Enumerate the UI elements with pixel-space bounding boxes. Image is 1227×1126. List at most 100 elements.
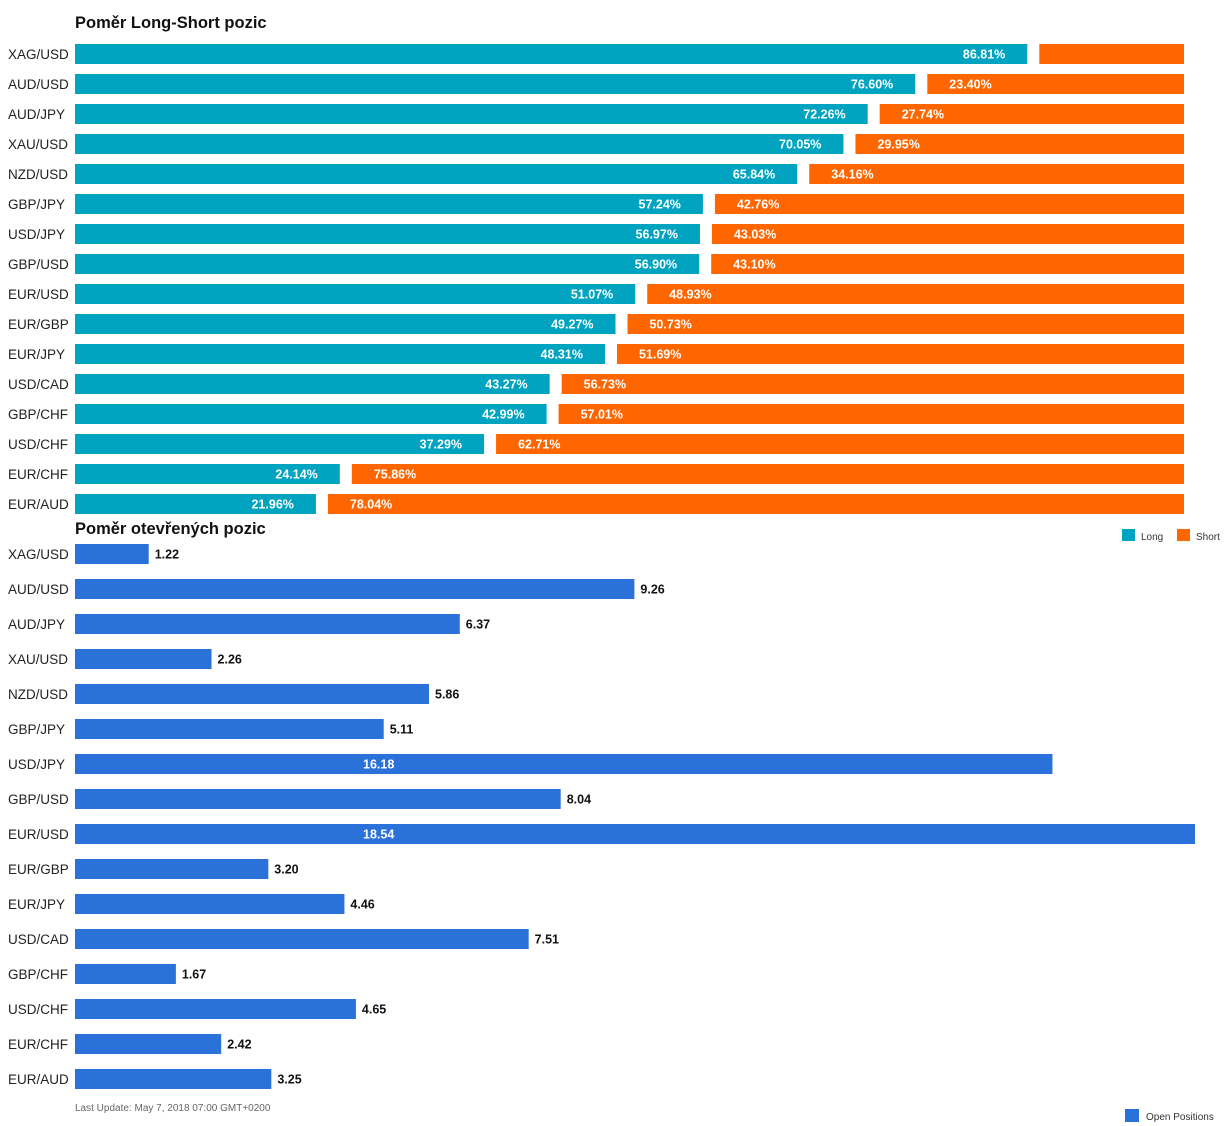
long-bar-aud-usd [75, 74, 916, 94]
long-value-label-eur-aud: 21.96% [251, 498, 293, 512]
ls-category-label-xag-usd: XAG/USD [8, 47, 69, 62]
short-bar-usd-chf [496, 434, 1184, 454]
short-bar-eur-usd [647, 284, 1184, 304]
op-category-label-gbp-chf: GBP/CHF [8, 967, 68, 982]
long-bar-nzd-usd [75, 164, 798, 184]
ls-category-label-eur-aud: EUR/AUD [8, 497, 69, 512]
ls-category-label-eur-usd: EUR/USD [8, 287, 69, 302]
short-value-label-eur-jpy: 51.69% [639, 348, 681, 362]
open-positions-value-label-eur-aud: 3.25 [277, 1073, 301, 1087]
long-value-label-eur-chf: 24.14% [275, 468, 317, 482]
ls-category-label-nzd-usd: NZD/USD [8, 167, 68, 182]
long-bar-eur-gbp [75, 314, 616, 334]
ls-category-label-usd-cad: USD/CAD [8, 377, 69, 392]
ls-category-label-gbp-chf: GBP/CHF [8, 407, 68, 422]
long-bar-xau-usd [75, 134, 844, 154]
legend-long-swatch [1122, 529, 1135, 541]
long-bar-eur-jpy [75, 344, 605, 364]
short-value-label-aud-usd: 23.40% [949, 78, 991, 92]
short-value-label-gbp-usd: 43.10% [733, 258, 775, 272]
long-value-label-usd-cad: 43.27% [485, 378, 527, 392]
open-positions-value-label-gbp-chf: 1.67 [182, 968, 206, 982]
ls-category-label-gbp-usd: GBP/USD [8, 257, 69, 272]
legend-short-label: Short [1196, 532, 1220, 543]
ls-category-label-eur-gbp: EUR/GBP [8, 317, 69, 332]
open-positions-value-label-aud-usd: 9.26 [640, 583, 664, 597]
open-positions-value-label-usd-jpy: 16.18 [363, 758, 394, 772]
ls-category-label-usd-jpy: USD/JPY [8, 227, 65, 242]
short-bar-usd-jpy [711, 224, 1184, 244]
short-bar-eur-chf [351, 464, 1184, 484]
open-positions-bar-aud-jpy [75, 614, 460, 634]
short-value-label-xau-usd: 29.95% [877, 138, 919, 152]
op-category-label-gbp-usd: GBP/USD [8, 792, 69, 807]
open-positions-value-label-xag-usd: 1.22 [155, 548, 179, 562]
short-bar-usd-cad [561, 374, 1184, 394]
long-value-label-gbp-chf: 42.99% [482, 408, 524, 422]
legend-long-label: Long [1141, 532, 1163, 543]
ls-category-label-aud-usd: AUD/USD [8, 77, 69, 92]
short-value-label-eur-chf: 75.86% [374, 468, 416, 482]
short-bar-xau-usd [855, 134, 1184, 154]
op-category-label-xag-usd: XAG/USD [8, 547, 69, 562]
open-positions-value-label-eur-jpy: 4.46 [350, 898, 374, 912]
open-positions-bar-xau-usd [75, 649, 212, 669]
short-value-label-eur-gbp: 50.73% [649, 318, 691, 332]
long-value-label-eur-gbp: 49.27% [551, 318, 593, 332]
short-value-label-usd-jpy: 43.03% [734, 228, 776, 242]
open-positions-bar-eur-jpy [75, 894, 345, 914]
long-bar-gbp-chf [75, 404, 547, 424]
op-category-label-usd-cad: USD/CAD [8, 932, 69, 947]
legend-open-positions-swatch [1125, 1109, 1139, 1122]
op-category-label-xau-usd: XAU/USD [8, 652, 68, 667]
long-value-label-usd-chf: 37.29% [420, 438, 462, 452]
long-value-label-aud-jpy: 72.26% [803, 108, 845, 122]
short-value-label-aud-jpy: 27.74% [902, 108, 944, 122]
op-category-label-eur-chf: EUR/CHF [8, 1037, 68, 1052]
long-bar-aud-jpy [75, 104, 868, 124]
open-positions-bar-usd-cad [75, 929, 529, 949]
open-positions-chart-title: Poměr otevřených pozic [75, 520, 266, 538]
long-bar-gbp-usd [75, 254, 700, 274]
short-value-label-gbp-chf: 57.01% [581, 408, 623, 422]
open-positions-bar-xag-usd [75, 544, 149, 564]
open-positions-value-label-aud-jpy: 6.37 [466, 618, 490, 632]
short-value-label-gbp-jpy: 42.76% [737, 198, 779, 212]
open-positions-bar-eur-aud [75, 1069, 272, 1089]
open-positions-bar-gbp-chf [75, 964, 176, 984]
op-category-label-aud-jpy: AUD/JPY [8, 617, 65, 632]
open-positions-value-label-gbp-jpy: 5.11 [390, 723, 414, 737]
long-bar-usd-cad [75, 374, 550, 394]
long-bar-eur-usd [75, 284, 636, 304]
short-value-label-nzd-usd: 34.16% [831, 168, 873, 182]
op-category-label-eur-aud: EUR/AUD [8, 1072, 69, 1087]
long-short-chart-title: Poměr Long-Short pozic [75, 14, 267, 32]
short-bar-aud-jpy [879, 104, 1184, 124]
long-value-label-gbp-usd: 56.90% [635, 258, 677, 272]
open-positions-bar-gbp-jpy [75, 719, 384, 739]
open-positions-value-label-eur-usd: 18.54 [363, 828, 394, 842]
long-bar-xag-usd [75, 44, 1028, 64]
short-bar-nzd-usd [809, 164, 1184, 184]
short-bar-gbp-chf [558, 404, 1184, 424]
long-value-label-gbp-jpy: 57.24% [639, 198, 681, 212]
short-bar-eur-gbp [627, 314, 1184, 334]
op-category-label-eur-usd: EUR/USD [8, 827, 69, 842]
op-category-label-aud-usd: AUD/USD [8, 582, 69, 597]
legend-short-swatch [1177, 529, 1190, 541]
long-bar-usd-chf [75, 434, 485, 454]
legend-open-positions-label: Open Positions [1146, 1112, 1214, 1123]
op-category-label-nzd-usd: NZD/USD [8, 687, 68, 702]
open-positions-bar-eur-gbp [75, 859, 269, 879]
long-bar-usd-jpy [75, 224, 700, 244]
open-positions-value-label-usd-chf: 4.65 [362, 1003, 386, 1017]
open-positions-value-label-eur-gbp: 3.20 [274, 863, 298, 877]
ls-category-label-gbp-jpy: GBP/JPY [8, 197, 65, 212]
op-category-label-usd-jpy: USD/JPY [8, 757, 65, 772]
ls-category-label-eur-jpy: EUR/JPY [8, 347, 65, 362]
short-bar-eur-jpy [616, 344, 1184, 364]
op-category-label-usd-chf: USD/CHF [8, 1002, 68, 1017]
short-bar-eur-aud [327, 494, 1184, 514]
short-value-label-eur-aud: 78.04% [350, 498, 392, 512]
